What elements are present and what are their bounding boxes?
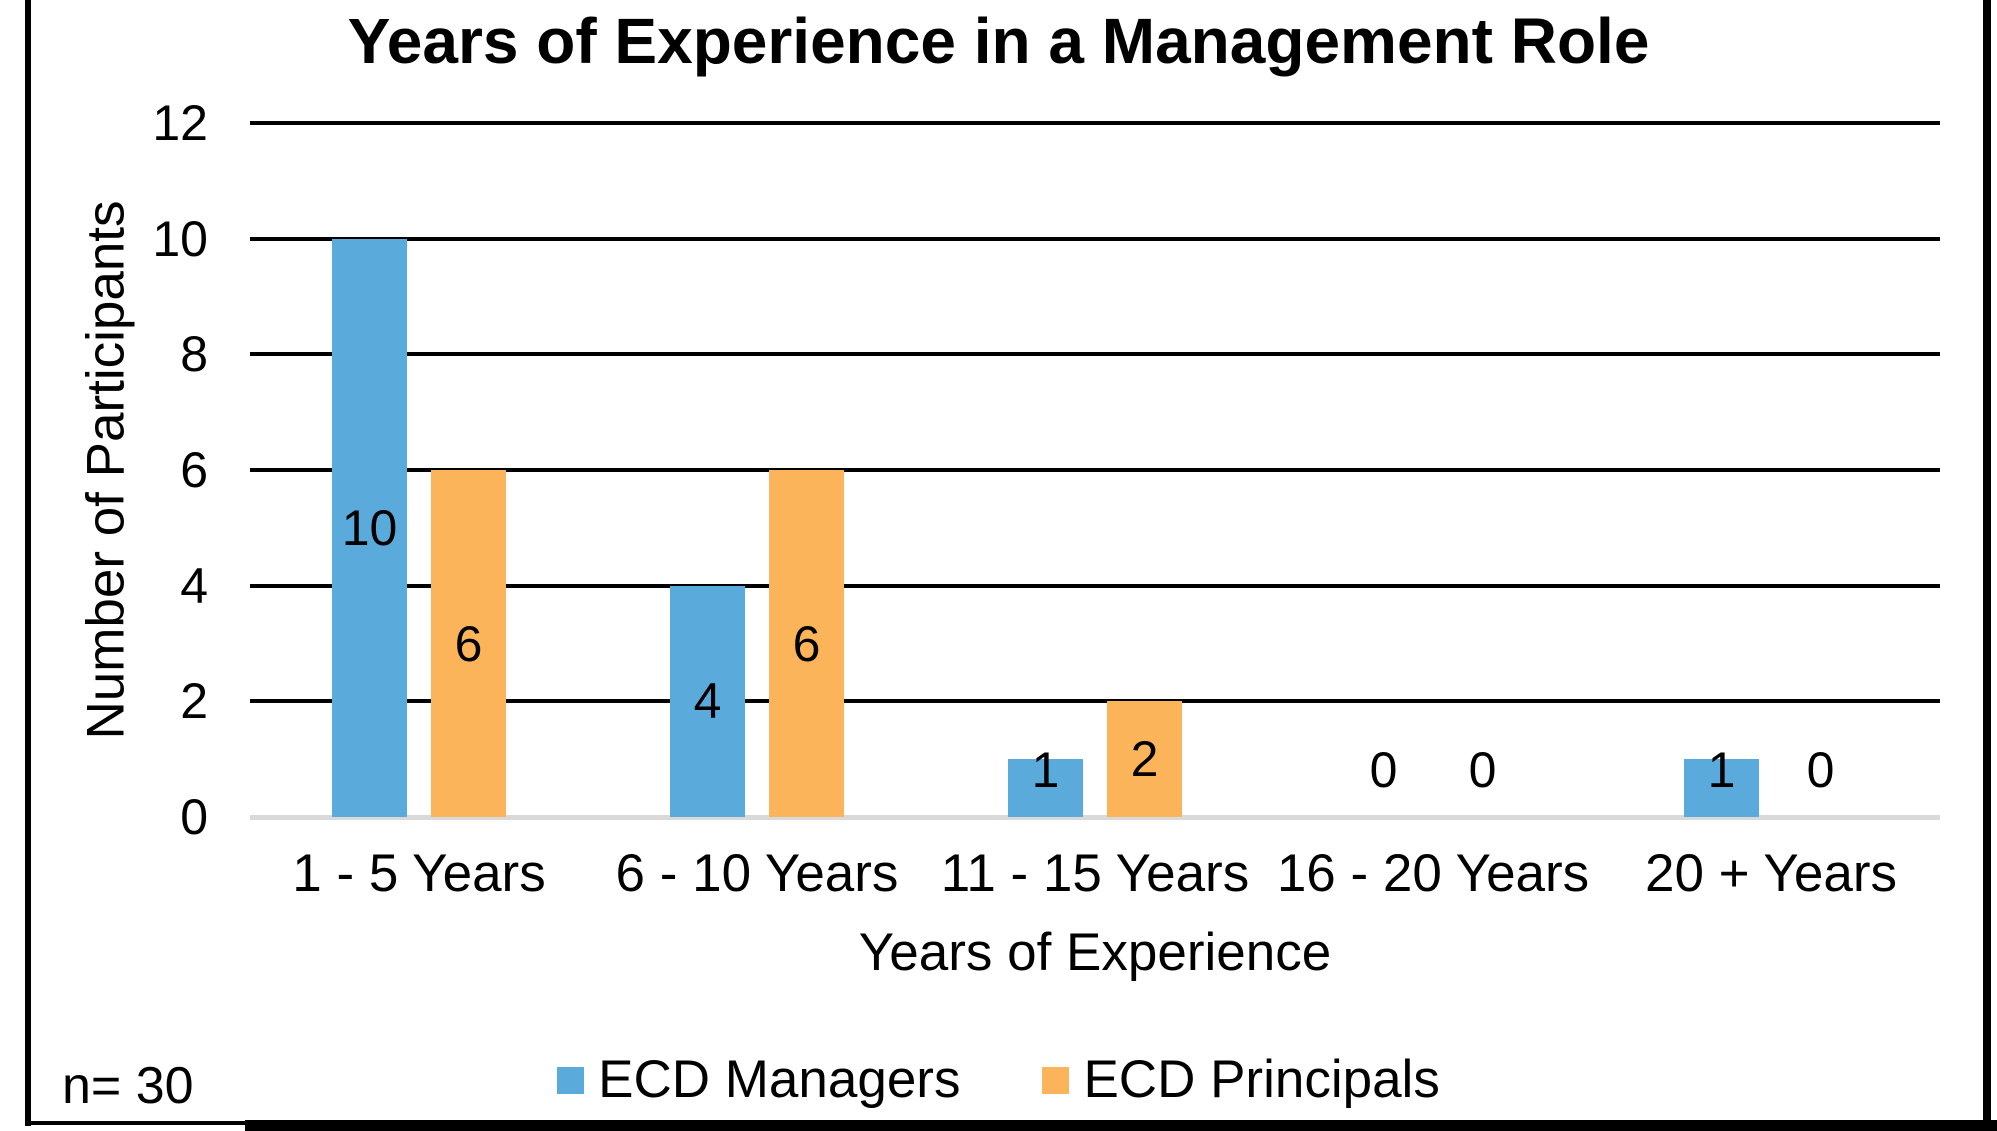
data-label: 6 <box>454 615 483 672</box>
gridline-10 <box>250 236 1940 241</box>
x-category-label-4: 20 + Years <box>1645 844 1897 903</box>
data-label: 0 <box>1468 742 1497 798</box>
y-tick-label-12: 12 <box>152 95 208 151</box>
x-category-label-1: 6 - 10 Years <box>615 844 899 903</box>
gridline-4 <box>250 583 1940 588</box>
bar-ecd-principals-1 <box>769 470 844 817</box>
chart-border-bottom-thick <box>245 1120 1997 1131</box>
legend: ECD Managers ECD Principals <box>0 1052 1997 1108</box>
data-label: 4 <box>693 673 722 730</box>
chart-title: Years of Experience in a Management Role <box>347 5 1650 77</box>
data-label: 10 <box>341 499 398 556</box>
legend-item-ecd-principals: ECD Principals <box>1042 1050 1440 1109</box>
bar-ecd-managers-2 <box>1008 759 1083 817</box>
x-axis-title: Years of Experience <box>858 923 1332 982</box>
y-tick-label-8: 8 <box>180 326 208 383</box>
chart-border-bottom-thin <box>25 1121 245 1125</box>
x-category-label-2: 11 - 15 Years <box>940 844 1250 903</box>
data-label: 0 <box>1369 742 1398 798</box>
x-axis-baseline <box>250 815 1940 820</box>
y-tick-label-4: 4 <box>180 557 208 614</box>
data-label: 2 <box>1130 731 1159 788</box>
data-label: 1 <box>1707 742 1736 798</box>
y-axis-title: Number of Participants <box>76 200 136 740</box>
legend-label: ECD Managers <box>598 1050 961 1109</box>
sample-size-note: n= 30 <box>62 1057 194 1115</box>
y-tick-label-10: 10 <box>152 210 208 267</box>
y-tick-label-6: 6 <box>180 442 208 498</box>
legend-swatch-icon <box>1042 1066 1070 1094</box>
data-label: 0 <box>1806 742 1835 798</box>
chart-border-right <box>1983 0 1991 1131</box>
data-label: 1 <box>1031 742 1060 798</box>
data-label: 6 <box>792 615 821 672</box>
gridline-2 <box>250 699 1940 704</box>
legend-swatch-icon <box>557 1066 585 1094</box>
gridline-12 <box>250 121 1940 125</box>
y-tick-label-0: 0 <box>180 789 208 845</box>
bar-ecd-managers-0 <box>332 238 407 817</box>
legend-item-ecd-managers: ECD Managers <box>557 1052 960 1108</box>
gridline-6 <box>250 468 1940 472</box>
legend-label: ECD Principals <box>1083 1050 1440 1109</box>
bar-ecd-managers-1 <box>670 585 745 817</box>
x-category-label-0: 1 - 5 Years <box>292 844 546 903</box>
bar-ecd-managers-4 <box>1684 759 1759 817</box>
gridline-8 <box>250 352 1940 357</box>
bar-ecd-principals-0 <box>431 470 506 817</box>
y-tick-label-2: 2 <box>180 673 208 730</box>
chart-border-left <box>25 0 31 1126</box>
bar-ecd-principals-2 <box>1107 701 1182 817</box>
x-category-label-3: 16 - 20 Years <box>1276 844 1590 903</box>
